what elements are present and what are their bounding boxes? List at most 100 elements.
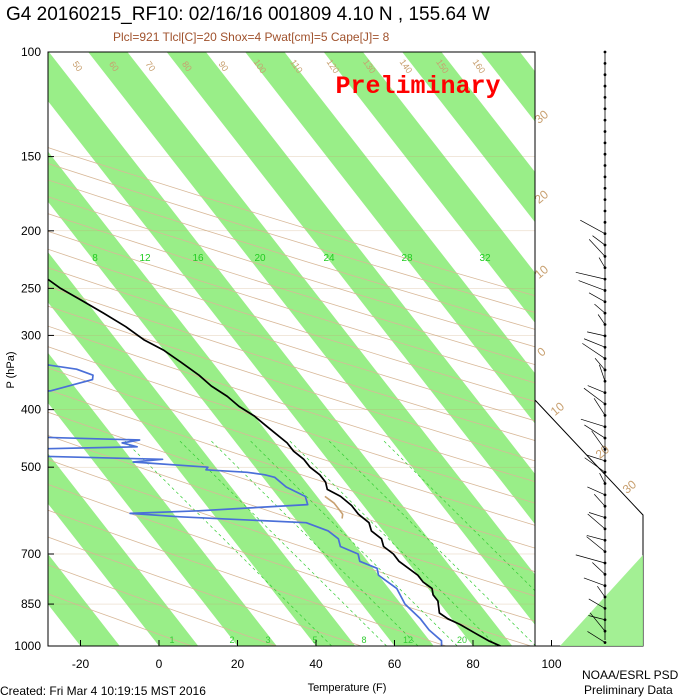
isotherm-band	[166, 52, 535, 525]
dry-adiabat-line	[48, 564, 277, 646]
wind-dot	[603, 73, 607, 77]
wind-barb	[591, 430, 606, 450]
page-title: G4 20160215_RF10: 02/16/16 001809 4.10 N…	[6, 4, 490, 25]
y-tick-label: 700	[21, 547, 41, 561]
y-tick-label: 100	[21, 45, 41, 59]
x-tick-label: -20	[72, 657, 90, 671]
x-tick-label: 100	[541, 657, 561, 671]
y-tick-label: 850	[21, 597, 41, 611]
wind-barb-column	[534, 50, 644, 647]
wind-barb	[592, 235, 606, 246]
dry-adiabat-line	[48, 509, 447, 646]
y-tick-label: 300	[21, 328, 41, 342]
org-credit: NOAA/ESRL PSD	[582, 668, 679, 682]
dry-adiabat-line	[48, 346, 535, 504]
isotherm-band	[402, 52, 535, 223]
wind-barb	[594, 494, 606, 507]
y-axis-ticks: 100 150 200 250 300 400 500 700 850 1000	[14, 45, 54, 653]
wind-barb	[578, 280, 606, 291]
wind-barb	[584, 457, 606, 473]
isotherm-band	[245, 52, 535, 424]
moist-adiabat-label: 0	[534, 344, 548, 359]
isotherm-label: 28	[401, 253, 413, 264]
wind-dot	[603, 50, 607, 54]
moist-adiabat-label: 10	[548, 399, 567, 419]
mixing-ratio-label: 20	[457, 635, 467, 645]
wind-barb	[592, 562, 606, 575]
wind-dot	[603, 175, 607, 179]
wind-barb	[587, 385, 606, 393]
wind-barb	[588, 615, 606, 621]
mixing-ratio-label: 2	[229, 635, 234, 645]
wind-dot	[603, 220, 607, 224]
x-tick-label: 40	[309, 657, 323, 671]
wind-dot	[603, 141, 607, 145]
wind-barb	[586, 536, 606, 552]
wind-barb	[582, 343, 606, 359]
wind-barb	[598, 257, 606, 268]
wind-barb	[594, 303, 606, 314]
wind-barb	[586, 535, 606, 541]
wind-dot	[603, 96, 607, 99]
isotherm-label: 32	[479, 253, 491, 264]
dry-adiabat-line	[48, 411, 535, 573]
mixing-ratio-line	[178, 439, 387, 646]
wind-dot	[603, 209, 607, 213]
y-tick-label: 500	[21, 460, 41, 474]
isotherm-band	[48, 453, 199, 646]
isotherm-band	[48, 252, 356, 646]
wind-column-band	[560, 555, 643, 646]
wind-dot	[603, 186, 607, 190]
isotherm-band	[480, 52, 535, 122]
dry-adiabat-label: 90	[216, 59, 230, 73]
wind-barb	[588, 598, 606, 609]
isotherm-band	[88, 52, 535, 625]
x-tick-label: 20	[231, 657, 245, 671]
plot-frame	[47, 51, 536, 647]
isotherm-label: 24	[323, 253, 335, 264]
wind-dot	[603, 232, 607, 236]
wind-barb	[586, 454, 606, 462]
dry-adiabat-line	[48, 435, 535, 597]
wind-barb	[594, 358, 606, 371]
wind-barb	[580, 219, 606, 234]
isotherm-band	[559, 52, 700, 646]
wind-barb	[583, 338, 606, 348]
preliminary-stamp: Preliminary	[335, 72, 500, 101]
y-axis-label: P (hPa)	[5, 351, 17, 388]
mixing-ratio-line	[327, 439, 535, 646]
wind-barb	[575, 271, 606, 280]
mixing-ratio-label: 3	[265, 635, 270, 645]
wind-barb	[587, 631, 606, 643]
wind-dot	[603, 84, 607, 88]
sounding-traces	[48, 278, 501, 646]
wind-barb	[593, 398, 606, 416]
isotherm-band	[323, 52, 535, 323]
moist-adiabat-label: 20	[593, 442, 612, 462]
series-temperature	[48, 278, 501, 646]
mixing-ratio-label: 12	[403, 635, 413, 645]
wind-barb	[575, 554, 606, 564]
wind-dot	[603, 152, 607, 156]
isotherm-band	[638, 52, 700, 646]
y-tick-label: 250	[21, 281, 41, 295]
wind-barb	[588, 239, 606, 257]
mixing-ratio-label: 1	[169, 635, 174, 645]
mixing-ratio-label: 8	[361, 635, 366, 645]
isotherm-band	[48, 352, 277, 646]
mixing-ratio-labels: 1 2 3 5 8 12 20	[169, 635, 467, 645]
y-tick-label: 200	[21, 224, 41, 238]
wind-barb	[580, 418, 606, 428]
x-tick-label: 0	[156, 657, 163, 671]
wind-barb	[587, 331, 606, 337]
wind-barb	[588, 292, 606, 303]
wind-barb	[588, 512, 606, 518]
wind-dot	[603, 107, 607, 111]
x-tick-label: 60	[388, 657, 402, 671]
wind-barb	[584, 424, 606, 439]
isotherm-band	[48, 554, 120, 646]
wind-barb	[599, 364, 606, 382]
wind-dot	[603, 198, 607, 202]
wind-barb	[597, 585, 606, 598]
